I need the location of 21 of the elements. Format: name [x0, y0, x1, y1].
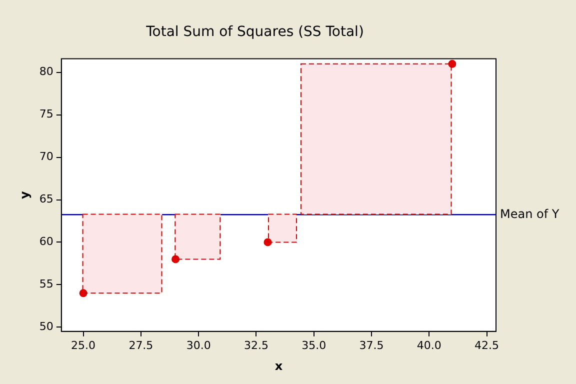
- y-tick-label: 65: [39, 192, 54, 206]
- x-tick-label: 35.0: [302, 338, 326, 352]
- x-tick-label: 40.0: [416, 338, 442, 352]
- y-tick-label: 75: [39, 108, 54, 121]
- x-tick-label: 30.0: [186, 338, 211, 352]
- x-tick-label: 37.5: [359, 338, 384, 352]
- y-tick-label: 80: [39, 65, 54, 78]
- x-tick-label: 27.5: [128, 338, 154, 352]
- y-tick-label: 55: [39, 278, 54, 291]
- x-tick-label: 42.5: [474, 338, 500, 352]
- x-tick-label: 32.5: [244, 338, 268, 352]
- point: [264, 238, 272, 246]
- chart-title: Total Sum of Squares (SS Total): [145, 24, 364, 40]
- y-tick-label: 60: [39, 235, 54, 248]
- ref-line-label: Mean of Y: [500, 206, 560, 221]
- x-axis-title: x: [274, 358, 283, 373]
- point: [448, 60, 456, 68]
- x-tick-label: 25.0: [71, 338, 96, 352]
- y-axis-title: y: [17, 191, 32, 200]
- y-tick-label: 70: [39, 150, 54, 164]
- y-tick-label: 50: [39, 320, 54, 334]
